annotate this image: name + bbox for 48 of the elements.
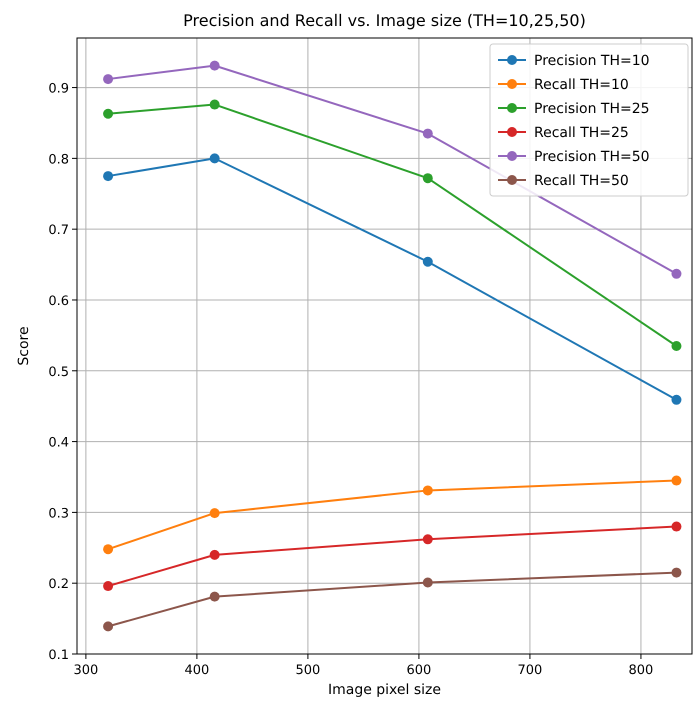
chart-title: Precision and Recall vs. Image size (TH=10,25,50) <box>183 11 586 30</box>
point <box>422 577 433 588</box>
x-tick-label: 700 <box>518 663 542 678</box>
point <box>671 476 682 486</box>
point <box>422 128 433 139</box>
point <box>671 568 682 578</box>
legend-label: Recall TH=50 <box>534 173 629 189</box>
x-tick-label: 300 <box>73 663 98 678</box>
y-tick-label: 0.6 <box>48 294 69 309</box>
point <box>210 508 220 518</box>
point <box>422 256 433 267</box>
y-tick-label: 0.1 <box>48 648 69 663</box>
y-tick-label: 0.5 <box>48 364 69 380</box>
y-tick-label: 0.2 <box>48 577 69 592</box>
point <box>210 592 220 602</box>
legend-label: Precision TH=25 <box>534 101 650 117</box>
point <box>422 173 433 184</box>
point <box>103 108 114 119</box>
point <box>210 100 220 110</box>
point <box>210 153 220 164</box>
point <box>210 550 220 560</box>
y-tick-label: 0.9 <box>48 82 69 97</box>
legend-label: Recall TH=10 <box>534 77 629 93</box>
legend-label: Precision TH=50 <box>534 149 650 165</box>
y-tick-label: 0.3 <box>48 506 69 522</box>
x-tick-label: 800 <box>628 663 654 678</box>
x-tick-label: 500 <box>295 663 320 678</box>
point <box>103 621 114 632</box>
x-tick-label: 600 <box>406 663 432 678</box>
x-axis-title: Image pixel size <box>328 682 442 698</box>
y-tick-label: 0.7 <box>48 223 69 238</box>
y-axis-title: Score <box>16 326 32 366</box>
point <box>671 268 682 279</box>
point <box>671 341 682 351</box>
point <box>422 485 433 496</box>
x-tick-label: 400 <box>184 663 210 678</box>
point <box>671 394 682 405</box>
point <box>210 60 220 71</box>
point <box>103 581 114 592</box>
legend-label: Recall TH=25 <box>534 125 629 141</box>
point <box>671 522 682 532</box>
legend-label: Precision TH=10 <box>534 53 650 69</box>
point <box>103 171 114 182</box>
y-tick-label: 0.8 <box>48 152 69 168</box>
point <box>422 534 433 544</box>
y-tick-label: 0.4 <box>48 436 69 451</box>
point <box>103 544 114 554</box>
point <box>103 74 114 84</box>
